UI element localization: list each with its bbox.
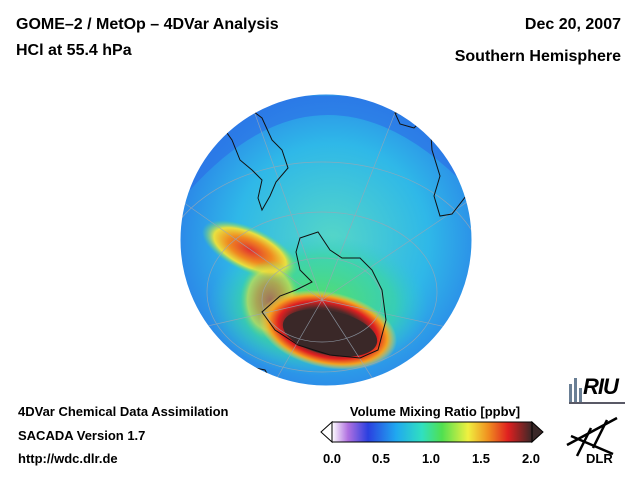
colorbar-tick: 1.0 <box>421 451 441 466</box>
hcl-core <box>282 309 378 357</box>
colorbar-tick: 2.0 <box>521 451 541 466</box>
dlr-logo-text: DLR <box>586 451 613 466</box>
globe-outline <box>179 93 473 387</box>
graticule <box>180 99 472 386</box>
footer-line-1: 4DVar Chemical Data Assimilation <box>18 404 229 419</box>
colorbar-low-arrow <box>320 420 333 444</box>
colorbar <box>320 420 544 444</box>
riu-logo-text: RIU <box>583 374 619 399</box>
colorbar-tick: 0.0 <box>322 451 342 466</box>
map-title: GOME–2 / MetOp – 4DVar Analysis <box>16 16 279 33</box>
colorbar-tick: 0.5 <box>371 451 391 466</box>
species-label: HCl at 55.4 hPa <box>16 42 132 59</box>
date-label: Dec 20, 2007 <box>524 16 621 33</box>
region-label: Southern Hemisphere <box>454 48 621 65</box>
colorbar-tick: 1.5 <box>471 451 491 466</box>
riu-logo-icon <box>569 378 582 402</box>
colorbar-gradient <box>331 421 533 443</box>
footer-url: http://wdc.dlr.de <box>18 451 118 466</box>
colorbar-title: Volume Mixing Ratio [ppbv] <box>349 404 521 419</box>
footer-line-2: SACADA Version 1.7 <box>18 428 146 443</box>
logos <box>566 378 625 457</box>
globe-rim <box>190 96 470 190</box>
colorbar-high-arrow <box>531 420 544 444</box>
dlr-logo-icon <box>566 416 618 457</box>
